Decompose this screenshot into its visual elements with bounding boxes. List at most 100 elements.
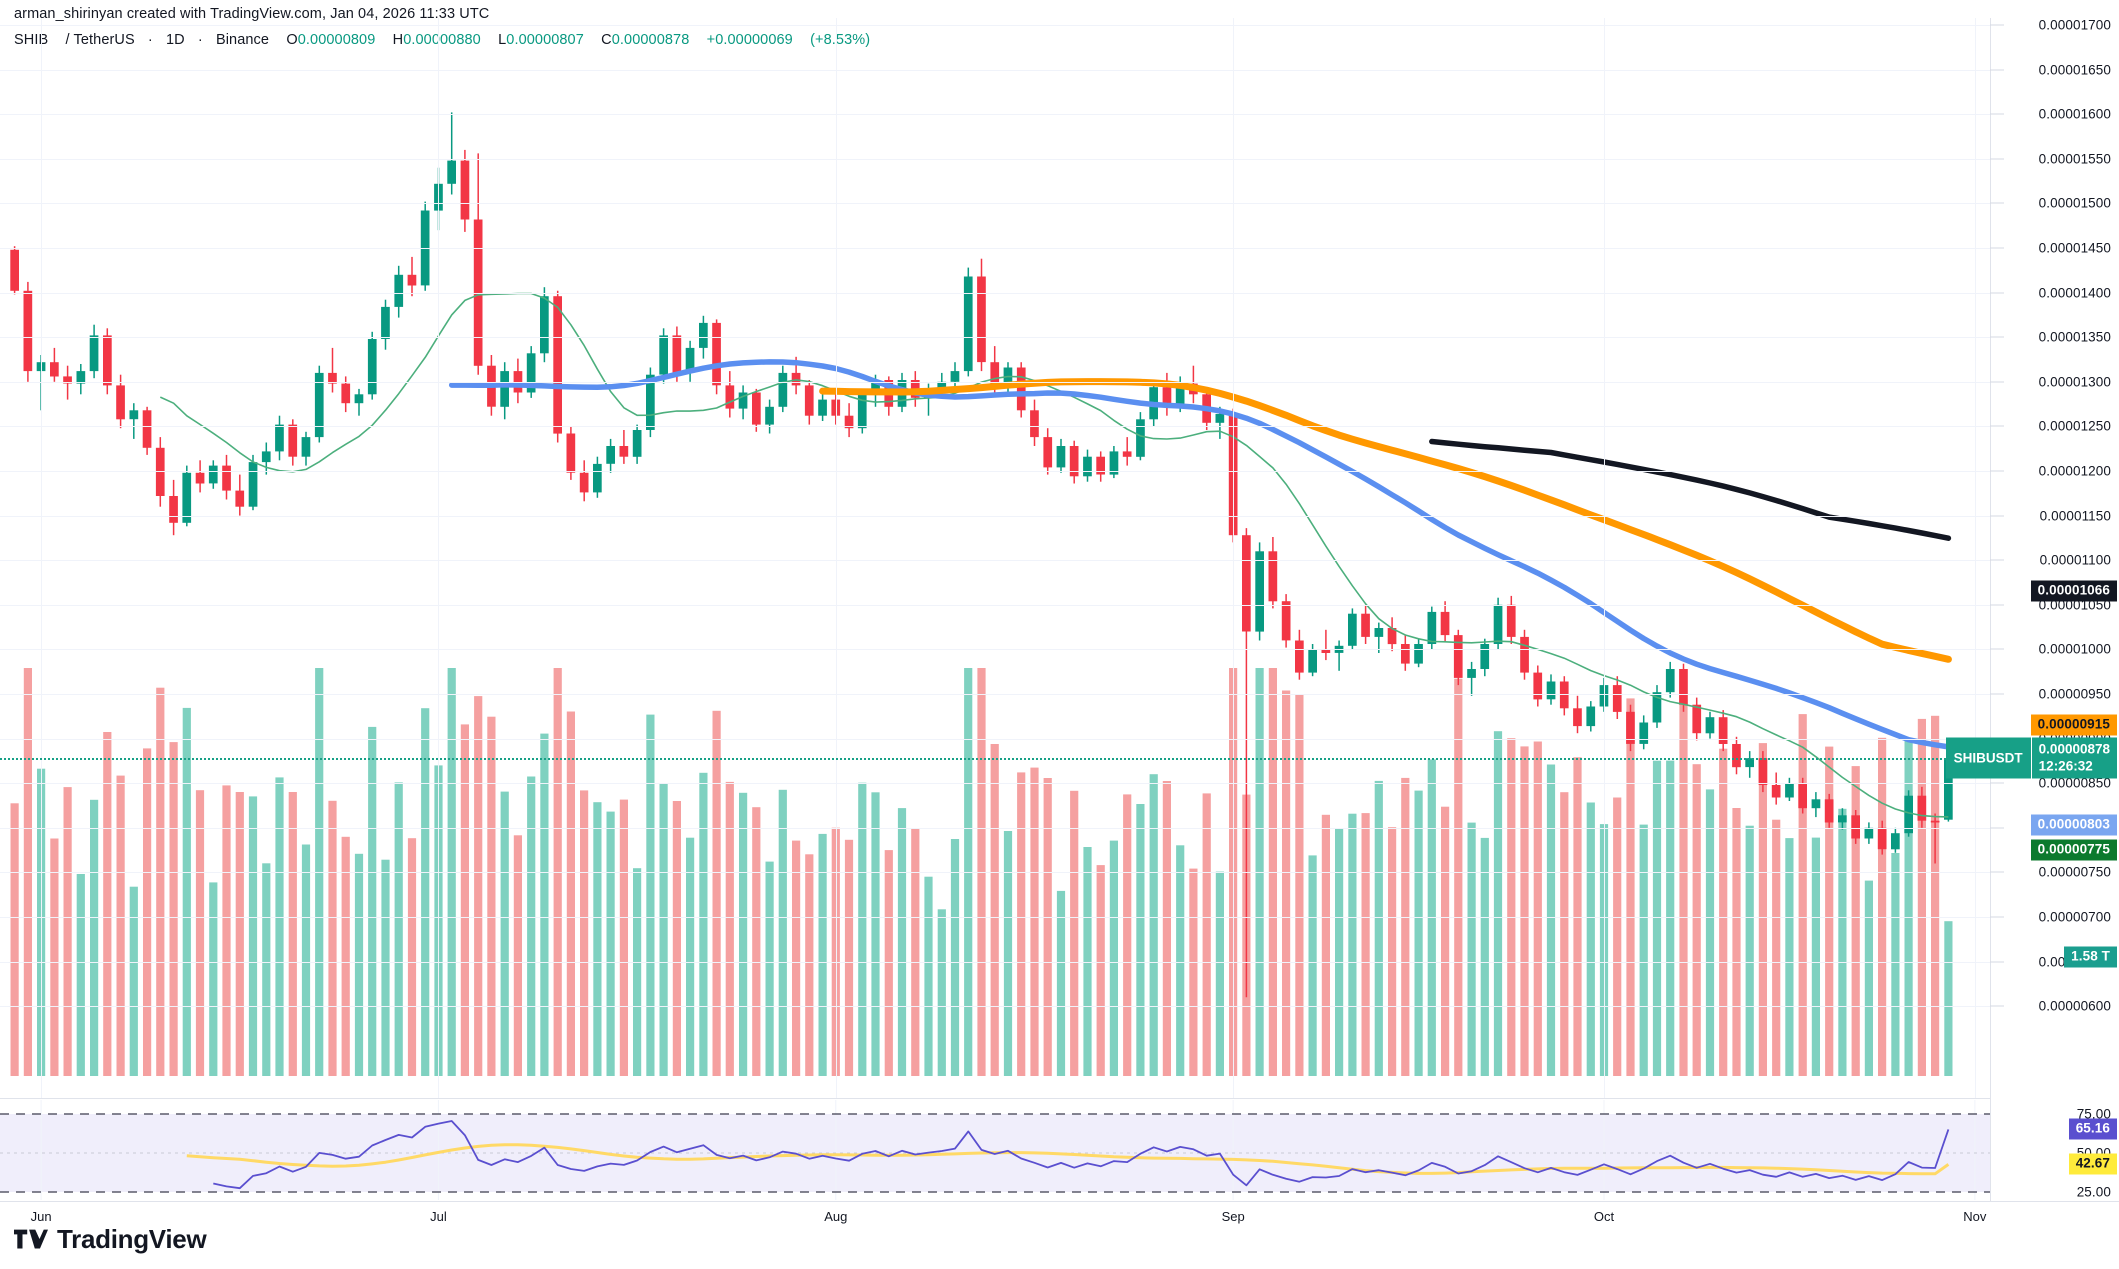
price-axis-label: 0.00001700 [2038, 17, 2111, 33]
axis-tick [1990, 425, 2004, 427]
price-axis-label: 0.00001600 [2038, 106, 2111, 122]
axis-tick [1990, 336, 2004, 338]
price-axis-label: 0.00001250 [2038, 418, 2111, 434]
current-price-line [0, 758, 1990, 761]
axis-tick [1990, 916, 2004, 918]
rsi-ma-value-badge: 42.67 [2068, 1153, 2117, 1175]
legend-quote: / TetherUS [65, 32, 135, 48]
price-axis-label: 0.00001000 [2038, 641, 2111, 657]
legend-open-label: O [286, 32, 298, 48]
time-axis-label: Oct [1593, 1209, 1615, 1224]
gridline [0, 917, 1990, 918]
current-price-symbol: SHIBUSDT [1945, 737, 2031, 779]
current-price-tag[interactable]: SHIBUSDT 0.00000878 12:26:32 [1945, 737, 2117, 779]
rsi-series-svg [0, 1100, 1990, 1200]
legend-close-label: C [601, 32, 612, 48]
price-axis-label: 0.00001400 [2038, 285, 2111, 301]
rsi-value-badge: 65.16 [2068, 1118, 2117, 1140]
gridline-vertical [41, 18, 43, 1098]
gridline [0, 961, 1990, 963]
gridline [0, 69, 1990, 71]
ma-orange-price-badge: 0.00000915 [2030, 714, 2117, 736]
price-axis-label: 0.00001500 [2038, 195, 2111, 211]
gridline [0, 1006, 1990, 1008]
price-axis-label: 0.00001300 [2038, 374, 2111, 390]
chart-legend: SHIB / TetherUS · 1D · Binance O0.000008… [14, 32, 871, 48]
axis-tick [1990, 693, 2004, 695]
axis-tick [1990, 113, 2004, 115]
legend-symbol[interactable]: SHIB [14, 32, 49, 48]
time-axis-label: Jun [30, 1209, 52, 1224]
legend-low-label: L [498, 32, 507, 48]
price-axis-label: 0.00001450 [2038, 240, 2111, 256]
axis-tick [1990, 202, 2004, 204]
gridline [0, 426, 1990, 428]
chart-frame[interactable]: 0.00001700 0.00001650 0.00001600 0.00001550… [0, 17, 2119, 1224]
tradingview-logo-icon [14, 1229, 48, 1248]
time-axis-label: Nov [1963, 1209, 1987, 1224]
ma-orange-line [819, 378, 1952, 663]
gridline [0, 694, 1990, 695]
axis-tick [1990, 381, 2004, 383]
price-axis-label: 0.00000750 [2038, 864, 2111, 880]
axis-tick [1990, 247, 2004, 249]
axis-tick [1990, 604, 2004, 606]
gridline [0, 604, 1990, 606]
time-axis-label: Sep [1221, 1209, 1245, 1224]
legend-close-value: 0.00000878 [611, 32, 690, 48]
gridline-vertical [835, 18, 837, 1098]
legend-high-value: 0.00000880 [403, 32, 481, 48]
time-axis-border [0, 1201, 2119, 1202]
axis-tick [1990, 515, 2004, 517]
axis-tick [1990, 1005, 2004, 1007]
price-axis-label: 0.00000600 [2038, 998, 2111, 1014]
axis-tick [1990, 648, 2004, 650]
tradingview-wordmark: TradingView [57, 1224, 207, 1254]
gridline [0, 248, 1990, 249]
gridline [0, 158, 1990, 160]
legend-exchange: Binance [215, 32, 270, 48]
time-axis-label: Aug [824, 1209, 848, 1224]
rsi-pane[interactable] [0, 1100, 1990, 1200]
price-axis-label: 0.00001150 [2039, 508, 2111, 524]
legend-low-value: 0.00000807 [506, 32, 584, 48]
gridline [0, 203, 1990, 205]
gridline [0, 872, 1990, 874]
axis-tick [1990, 871, 2004, 873]
gridline-vertical [1604, 18, 1605, 1098]
time-axis-label: Jul [430, 1209, 447, 1224]
gridline [0, 381, 1990, 383]
axis-tick [1990, 69, 2004, 71]
gridline [0, 560, 1990, 562]
pane-separator [0, 1098, 1990, 1099]
price-axis[interactable]: 0.00001700 0.00001650 0.00001600 0.00001550… [1945, 17, 2119, 1201]
time-axis[interactable]: JunJulAugSepOctNovDec2026 [0, 1201, 2119, 1231]
volume-badge: 1.58 T [2064, 946, 2117, 968]
price-pane[interactable] [0, 18, 1990, 1098]
legend-change-pct: (+8.53%) [810, 32, 871, 48]
legend-interval[interactable]: 1D [166, 32, 185, 48]
price-axis-label: 0.00000700 [2038, 909, 2111, 925]
gridline-vertical [1233, 18, 1235, 1098]
price-axis-label: 0.00000850 [2038, 775, 2111, 791]
gridline [0, 827, 1990, 829]
ma-blue-price-badge: 0.00000803 [2030, 814, 2117, 836]
legend-open-value: 0.00000809 [297, 32, 376, 48]
ma-black-line [1429, 438, 1952, 541]
price-series-svg [10, 112, 1953, 1076]
gridline-vertical [1974, 18, 1976, 1098]
axis-tick [1990, 559, 2004, 561]
price-axis-label: 0.00001350 [2038, 329, 2111, 345]
ma-green-price-badge: 0.00000775 [2030, 839, 2117, 861]
legend-high-label: H [392, 32, 404, 48]
axis-tick [1990, 961, 2004, 963]
gridline [0, 337, 1990, 339]
price-axis-label: 0.00001200 [2038, 463, 2111, 479]
axis-border [1990, 18, 1991, 1201]
gridline [0, 783, 1990, 785]
rsi-axis-label: 75.00 [2076, 1106, 2111, 1122]
legend-change: +0.00000069 [706, 32, 793, 48]
gridline [0, 114, 1990, 116]
gridline-vertical [438, 18, 440, 1098]
axis-tick [1990, 158, 2004, 160]
